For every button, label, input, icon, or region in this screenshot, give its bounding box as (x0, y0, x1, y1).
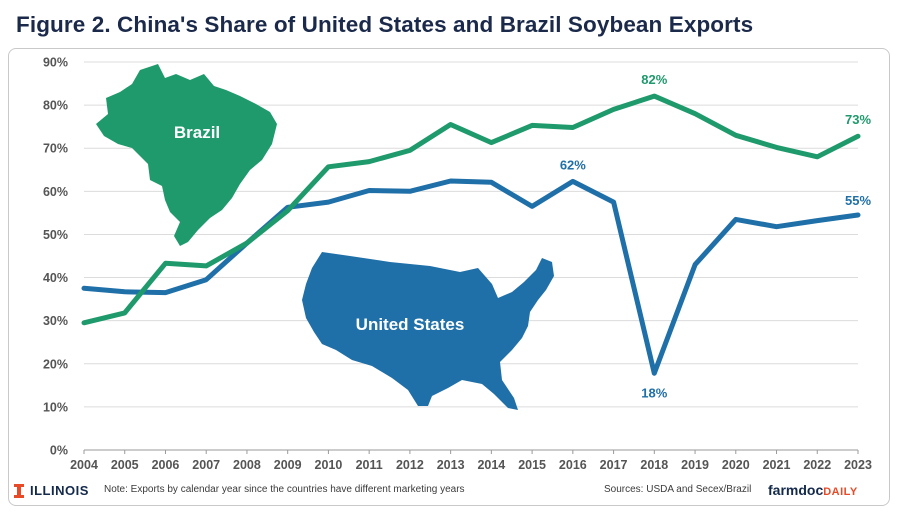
x-tick-label: 2020 (722, 458, 750, 472)
x-tick-label: 2013 (437, 458, 465, 472)
y-tick-label: 80% (43, 99, 68, 113)
united-states-map-icon (302, 252, 554, 410)
footer-sources: Sources: USDA and Secex/Brazil (604, 484, 752, 495)
x-tick-label: 2016 (559, 458, 587, 472)
x-tick-label: 2017 (600, 458, 628, 472)
x-tick-label: 2005 (111, 458, 139, 472)
y-tick-label: 20% (43, 357, 68, 371)
y-tick-label: 0% (50, 444, 68, 458)
illinois-logo: ILLINOIS (14, 483, 89, 498)
x-tick-label: 2007 (192, 458, 220, 472)
x-tick-label: 2023 (844, 458, 872, 472)
data-label: 18% (641, 385, 667, 400)
y-tick-label: 10% (43, 400, 68, 414)
united-states-series-line (81, 178, 861, 376)
x-tick-label: 2010 (315, 458, 343, 472)
united-states-map-label: United States (356, 315, 465, 334)
illinois-wordmark: ILLINOIS (30, 483, 89, 498)
x-tick-label: 2021 (763, 458, 791, 472)
chart-frame (8, 48, 890, 506)
brand-main: farmdoc (768, 482, 824, 498)
y-tick-label: 70% (43, 142, 68, 156)
y-tick-label: 30% (43, 314, 68, 328)
farmdoc-daily-logo: farmdocDAILY (768, 482, 858, 498)
chart-title: Figure 2. China's Share of United States… (16, 12, 754, 37)
data-label: 82% (641, 72, 667, 87)
brazil-map-icon (96, 64, 277, 246)
brazil-series-line (81, 93, 861, 326)
y-tick-label: 50% (43, 228, 68, 242)
illinois-i-icon (14, 483, 24, 498)
x-tick-label: 2014 (477, 458, 505, 472)
brazil-map-label: Brazil (174, 123, 220, 142)
x-tick-label: 2022 (803, 458, 831, 472)
x-tick-label: 2008 (233, 458, 261, 472)
y-tick-label: 40% (43, 271, 68, 285)
y-tick-label: 60% (43, 185, 68, 199)
x-tick-label: 2009 (274, 458, 302, 472)
x-tick-label: 2004 (70, 458, 98, 472)
data-label: 73% (845, 112, 871, 127)
brand-suffix: DAILY (823, 486, 858, 498)
data-label: 55% (845, 193, 871, 208)
y-tick-label: 90% (43, 56, 68, 70)
x-tick-label: 2015 (518, 458, 546, 472)
series-lines (81, 93, 861, 376)
x-tick-label: 2012 (396, 458, 424, 472)
x-axis-ticks: 2004 2005 2006 2007 2008 2009 2010 2011 2012 2013… (70, 450, 872, 472)
data-label: 62% (560, 157, 586, 172)
x-tick-label: 2019 (681, 458, 709, 472)
y-axis-ticks: 0% 10% 20% 30% 40% 50% 60% 70% 80% 90% (43, 56, 68, 458)
x-tick-label: 2006 (152, 458, 180, 472)
x-tick-label: 2018 (640, 458, 668, 472)
x-tick-label: 2011 (356, 458, 383, 472)
data-annotations: 62% 18% 55% 82% 73% (560, 72, 872, 400)
footer-note: Note: Exports by calendar year since the… (104, 484, 465, 495)
